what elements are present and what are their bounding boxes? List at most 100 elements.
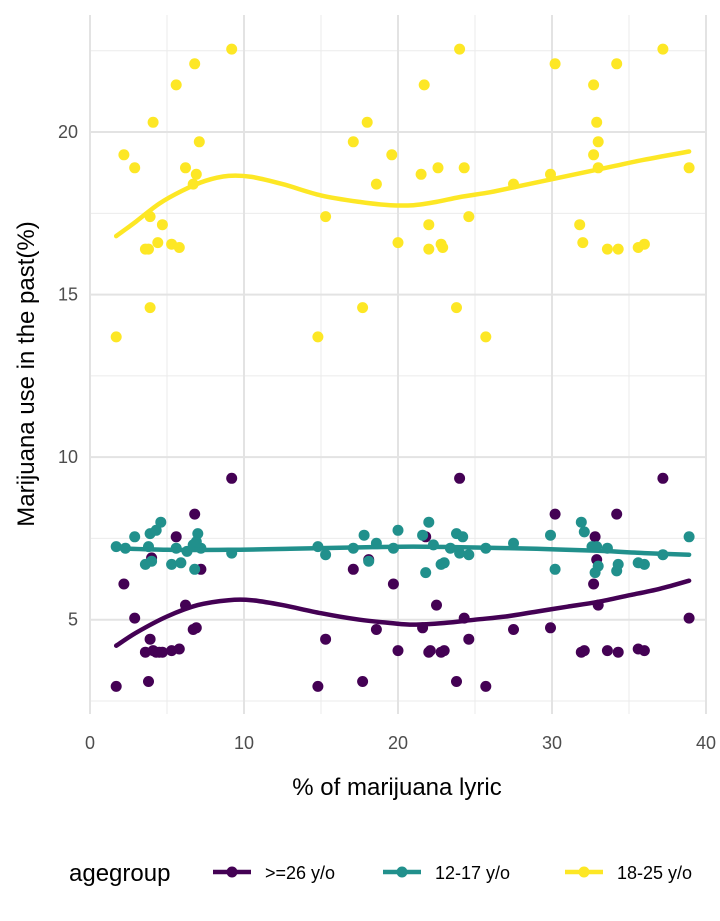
data-point (463, 211, 475, 223)
data-point (143, 243, 154, 255)
data-point (578, 645, 590, 657)
data-point (612, 243, 624, 255)
y-tick-label: 10 (58, 447, 78, 467)
data-point (189, 508, 201, 520)
x-tick-label: 0 (85, 733, 95, 753)
data-point (545, 529, 556, 541)
data-point (189, 58, 201, 70)
data-point (226, 43, 238, 55)
data-point (592, 136, 604, 148)
data-point (320, 549, 332, 561)
data-point (454, 43, 466, 55)
data-point (129, 531, 141, 543)
data-point (129, 612, 141, 624)
data-point (454, 472, 466, 484)
data-point (480, 331, 492, 343)
data-point (588, 149, 600, 161)
x-axis-title: % of marijuana lyric (292, 774, 501, 801)
legend-title: agegroup (69, 860, 170, 887)
series-1 (110, 516, 695, 579)
data-point (156, 646, 168, 658)
x-tick-label: 40 (696, 733, 716, 753)
data-point (170, 79, 182, 91)
data-point (110, 680, 122, 692)
data-point (420, 567, 432, 579)
data-point (638, 645, 650, 657)
data-point (638, 558, 650, 570)
data-point (347, 563, 359, 575)
data-point (155, 516, 167, 528)
series-2 (110, 43, 695, 343)
data-point (438, 645, 450, 657)
data-point (588, 578, 600, 590)
data-point (451, 676, 462, 687)
data-point (156, 219, 168, 231)
data-point (508, 624, 519, 635)
data-point (438, 557, 450, 569)
y-axis: 5 10 15 20 (58, 122, 78, 630)
data-point (683, 612, 695, 624)
data-point (591, 116, 603, 128)
y-tick-label: 20 (58, 122, 78, 142)
x-tick-label: 10 (234, 733, 254, 753)
data-point (578, 526, 590, 538)
data-point (358, 529, 370, 541)
data-point (612, 558, 624, 570)
data-point (431, 599, 442, 611)
data-point (189, 563, 201, 575)
data-point (180, 162, 191, 174)
data-point (143, 676, 154, 687)
data-point (173, 643, 185, 655)
data-point (150, 524, 162, 536)
data-point (458, 162, 470, 174)
series-layer (110, 43, 695, 692)
data-point (347, 136, 359, 148)
data-point (592, 560, 604, 572)
data-point (588, 79, 600, 91)
x-tick-label: 20 (388, 733, 408, 753)
y-tick-label: 5 (68, 610, 78, 630)
data-point (454, 547, 466, 559)
data-point (657, 472, 669, 484)
data-point (480, 680, 492, 692)
data-point (638, 238, 650, 250)
trend-line (113, 149, 692, 239)
data-point (173, 242, 185, 253)
data-point (423, 243, 435, 255)
data-point (363, 555, 375, 567)
data-point (129, 162, 141, 174)
data-point (118, 149, 130, 161)
data-point (683, 162, 695, 174)
data-point (423, 516, 435, 528)
data-point (312, 680, 324, 692)
data-point (549, 58, 561, 70)
data-point (144, 633, 156, 645)
y-axis-title: Marijuana use in the past(%) (13, 221, 40, 526)
data-point (392, 645, 404, 657)
data-point (549, 508, 561, 520)
data-point (370, 178, 382, 190)
legend-label: 12-17 y/o (435, 863, 510, 883)
data-point (463, 549, 475, 561)
data-point (423, 219, 435, 231)
data-point (387, 578, 399, 590)
series-0 (110, 472, 695, 692)
data-point (589, 531, 601, 543)
data-point (574, 219, 586, 231)
data-point (415, 168, 427, 180)
data-point (110, 331, 122, 343)
data-point (577, 237, 589, 249)
legend-key-point (396, 866, 408, 878)
data-point (170, 531, 182, 543)
data-point (424, 645, 436, 657)
data-point (417, 529, 429, 541)
data-point (657, 43, 669, 55)
trend-line (113, 544, 692, 557)
data-point (612, 646, 624, 658)
legend: agegroup >=26 y/o 12-17 y/o 18-25 y/o (69, 860, 692, 887)
data-point (545, 622, 556, 634)
data-point (437, 242, 449, 253)
x-tick-label: 30 (542, 733, 562, 753)
data-point (175, 557, 187, 569)
